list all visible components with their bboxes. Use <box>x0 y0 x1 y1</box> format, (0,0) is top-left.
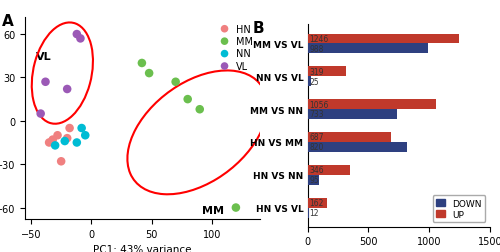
VL <box>73 33 81 37</box>
Bar <box>308 133 391 142</box>
Text: 1246: 1246 <box>310 35 329 44</box>
Text: 820: 820 <box>310 143 324 152</box>
Text: MM: MM <box>202 206 224 215</box>
NN <box>51 144 59 148</box>
NN <box>61 139 69 143</box>
Text: VL: VL <box>36 51 52 61</box>
NN <box>73 141 81 145</box>
Text: 733: 733 <box>310 110 324 119</box>
Bar <box>308 67 346 77</box>
Text: 12: 12 <box>310 208 319 217</box>
Text: 346: 346 <box>310 166 324 175</box>
Bar <box>308 198 327 208</box>
HN <box>57 160 65 164</box>
Bar <box>308 110 396 119</box>
Text: 25: 25 <box>310 77 320 86</box>
Bar <box>308 175 319 185</box>
MM <box>184 98 192 102</box>
NN <box>78 127 86 131</box>
VL <box>42 80 50 84</box>
Bar <box>308 165 350 175</box>
MM <box>196 108 203 112</box>
MM <box>232 206 240 210</box>
HN <box>63 137 71 141</box>
VL <box>76 37 84 41</box>
HN <box>54 134 62 138</box>
MM <box>138 62 146 66</box>
Text: 95: 95 <box>310 175 320 184</box>
Text: 319: 319 <box>310 68 324 77</box>
VL <box>63 88 71 92</box>
Text: B: B <box>253 21 264 36</box>
Legend: DOWN, UP: DOWN, UP <box>432 195 486 222</box>
Text: 687: 687 <box>310 133 324 142</box>
NN <box>82 134 90 138</box>
Bar <box>308 77 310 87</box>
Text: 1056: 1056 <box>310 100 329 109</box>
HN <box>66 127 74 131</box>
Bar <box>308 142 408 152</box>
Text: A: A <box>2 14 13 28</box>
MM <box>145 72 153 76</box>
Text: 162: 162 <box>310 198 324 207</box>
Bar <box>308 34 459 44</box>
Legend: HN, MM, NN, VL: HN, MM, NN, VL <box>218 22 255 74</box>
MM <box>172 80 179 84</box>
VL <box>36 112 44 116</box>
Bar <box>308 208 309 218</box>
X-axis label: PC1: 43% variance: PC1: 43% variance <box>93 244 192 252</box>
HN <box>48 138 56 142</box>
HN <box>45 141 53 145</box>
Text: 988: 988 <box>310 45 324 54</box>
Bar <box>308 44 428 54</box>
Bar <box>308 100 436 110</box>
